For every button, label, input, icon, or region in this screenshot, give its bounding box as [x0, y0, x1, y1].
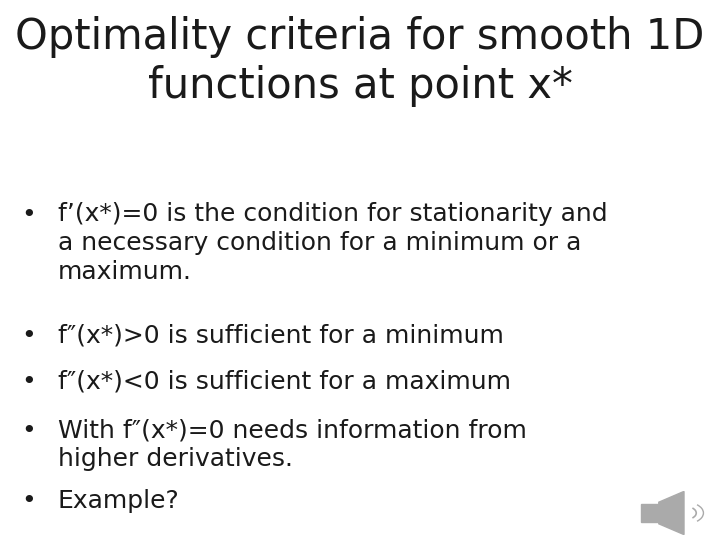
Text: Optimality criteria for smooth 1D
functions at point x*: Optimality criteria for smooth 1D functi…: [15, 16, 705, 107]
Text: •: •: [22, 418, 36, 442]
Text: •: •: [22, 370, 36, 394]
FancyBboxPatch shape: [641, 504, 659, 522]
Polygon shape: [659, 491, 684, 535]
Text: With f″(x*)=0 needs information from
higher derivatives.: With f″(x*)=0 needs information from hig…: [58, 418, 526, 471]
Text: f″(x*)>0 is sufficient for a minimum: f″(x*)>0 is sufficient for a minimum: [58, 324, 503, 348]
Text: f″(x*)<0 is sufficient for a maximum: f″(x*)<0 is sufficient for a maximum: [58, 370, 510, 394]
Text: Example?: Example?: [58, 489, 179, 512]
Text: f’(x*)=0 is the condition for stationarity and
a necessary condition for a minim: f’(x*)=0 is the condition for stationari…: [58, 202, 607, 284]
Text: •: •: [22, 489, 36, 512]
Text: •: •: [22, 324, 36, 348]
Text: •: •: [22, 202, 36, 226]
